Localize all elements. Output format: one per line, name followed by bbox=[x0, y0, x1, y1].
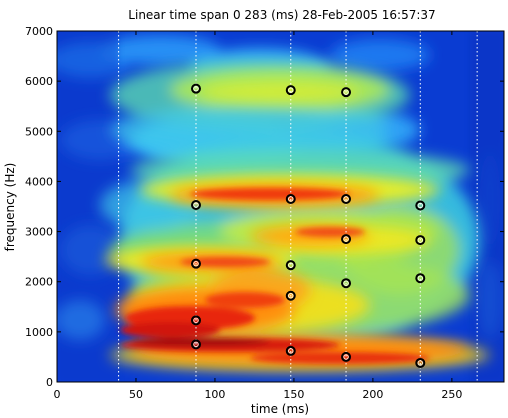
formant-marker-inner-1 bbox=[288, 87, 294, 93]
formant-marker-inner-17 bbox=[343, 354, 349, 360]
formant-marker-5 bbox=[341, 193, 352, 204]
formant-marker-4 bbox=[285, 193, 296, 204]
formant-marker-8 bbox=[415, 235, 426, 246]
formant-marker-18 bbox=[415, 357, 426, 368]
formant-marker-12 bbox=[415, 273, 426, 284]
spectrogram-image bbox=[57, 31, 504, 382]
y-tick-label-3: 3000 bbox=[25, 226, 53, 239]
formant-marker-inner-7 bbox=[343, 236, 349, 242]
formant-marker-inner-6 bbox=[417, 202, 423, 209]
formant-marker-1 bbox=[285, 85, 296, 96]
formant-marker-inner-11 bbox=[343, 280, 349, 286]
formant-marker-inner-15 bbox=[193, 341, 199, 347]
y-tick-label-1: 1000 bbox=[25, 326, 53, 339]
x-axis: 0 50 100 150 200 250 bbox=[54, 31, 462, 401]
formant-marker-11 bbox=[341, 278, 352, 289]
y-axis-label: frequency (Hz) bbox=[3, 163, 17, 252]
formant-marker-inner-10 bbox=[288, 262, 294, 268]
y-tick-label-4: 4000 bbox=[25, 175, 53, 188]
formant-markers bbox=[190, 83, 426, 368]
x-tick-label-0: 0 bbox=[54, 388, 61, 401]
y-tick-label-0: 0 bbox=[46, 376, 53, 389]
formant-marker-inner-3 bbox=[193, 202, 199, 208]
formant-marker-16 bbox=[285, 345, 296, 356]
formant-marker-inner-9 bbox=[193, 261, 199, 267]
x-tick-label-2: 100 bbox=[204, 388, 225, 401]
y-tick-label-6: 6000 bbox=[25, 75, 53, 88]
formant-marker-inner-12 bbox=[417, 275, 423, 281]
plot-frame bbox=[56, 30, 505, 383]
x-tick-label-1: 50 bbox=[129, 388, 143, 401]
x-tick-label-5: 250 bbox=[441, 388, 462, 401]
right-dark-strip bbox=[470, 31, 504, 382]
formant-marker-9 bbox=[190, 258, 201, 269]
formant-marker-17 bbox=[341, 351, 352, 362]
formant-marker-13 bbox=[285, 290, 296, 301]
formant-marker-inner-0 bbox=[193, 86, 199, 92]
formant-marker-2 bbox=[341, 87, 352, 98]
formant-marker-inner-4 bbox=[288, 196, 294, 202]
formant-marker-inner-5 bbox=[343, 196, 349, 202]
formant-marker-6 bbox=[415, 200, 426, 211]
formant-marker-inner-8 bbox=[417, 237, 423, 243]
y-tick-label-2: 2000 bbox=[25, 276, 53, 289]
chart-title: Linear time span 0 283 (ms) 28-Feb-2005 … bbox=[128, 8, 435, 22]
formant-marker-inner-14 bbox=[193, 317, 199, 323]
formant-marker-inner-13 bbox=[288, 293, 294, 299]
formant-marker-14 bbox=[190, 315, 201, 326]
formant-marker-inner-18 bbox=[417, 360, 423, 366]
x-tick-label-3: 150 bbox=[283, 388, 304, 401]
formant-marker-3 bbox=[190, 199, 201, 210]
formant-marker-7 bbox=[341, 234, 352, 245]
formant-marker-inner-16 bbox=[288, 348, 294, 354]
x-axis-label: time (ms) bbox=[251, 402, 309, 416]
formant-marker-10 bbox=[285, 260, 296, 271]
formant-marker-inner-2 bbox=[343, 89, 349, 95]
formant-marker-15 bbox=[190, 339, 201, 350]
y-tick-label-7: 7000 bbox=[25, 25, 53, 38]
x-tick-label-4: 200 bbox=[362, 388, 383, 401]
y-tick-label-5: 5000 bbox=[25, 125, 53, 138]
formant-marker-0 bbox=[190, 83, 201, 94]
y-axis: 0 1000 2000 3000 4000 5000 6000 7000 bbox=[25, 25, 504, 389]
